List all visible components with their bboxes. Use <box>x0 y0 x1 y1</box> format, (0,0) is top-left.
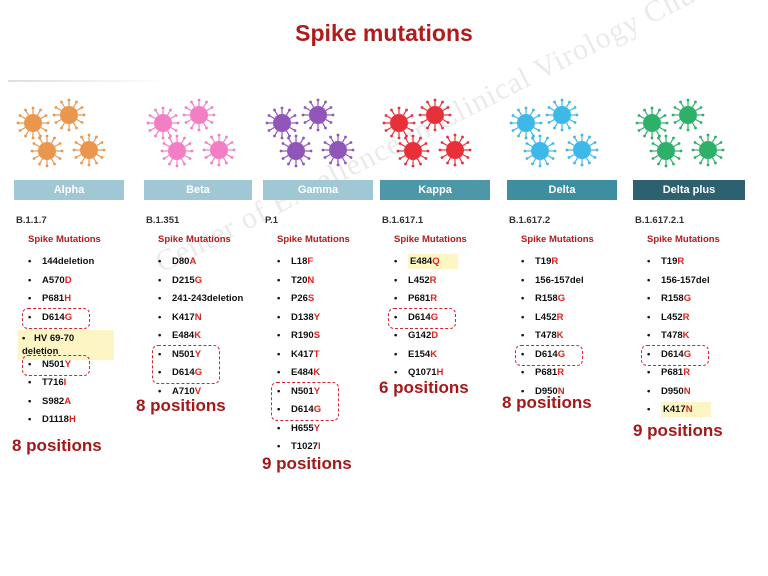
gamma-mutation-4: • D138Y <box>277 311 321 323</box>
gamma-mutation-8: • N501Y <box>277 385 321 397</box>
delta-plus-mutations-header: Spike Mutations <box>647 234 720 245</box>
alpha-d614g-box-1 <box>22 307 90 329</box>
delta-plus-mutation-9: • K417N <box>647 402 711 417</box>
beta-mutation-2: • D215G <box>158 274 203 286</box>
kappa-mutation-4: • D614G <box>394 311 439 323</box>
delta-plus-mutation-2: • 156-157del <box>647 274 710 286</box>
delta-plus-mutation-5: • T478K <box>647 330 690 341</box>
kappa-mutation-2: • L452R <box>394 274 437 286</box>
alpha-mutation-2: • A570D <box>28 274 72 286</box>
delta-plus-lineage: B.1.617.2.1 <box>635 215 685 226</box>
gamma-positions-count: 9 positions <box>262 454 352 473</box>
beta-virus-icon <box>146 98 236 168</box>
beta-mutation-4: • K417N <box>158 311 202 323</box>
kappa-mutation-7: • Q1071H <box>394 367 444 378</box>
delta-plus-positions-count: 9 positions <box>633 421 723 440</box>
alpha-name-bar: Alpha <box>14 180 124 200</box>
kappa-virus-group <box>375 95 491 175</box>
gamma-mutation-5: • R190S <box>277 330 321 341</box>
kappa-mutation-1: • E484Q <box>394 254 458 269</box>
gamma-mutation-6: • K417T <box>277 348 320 360</box>
delta-mutation-7: • P681R <box>521 367 565 378</box>
delta-plus-virus-icon <box>635 98 725 168</box>
gamma-d614g-box-1 <box>271 381 339 421</box>
delta-mutation-4: • L452R <box>521 311 564 323</box>
alpha-mutation-7: • T716I <box>28 377 67 388</box>
alpha-mutation-6: • N501Y <box>28 358 72 370</box>
beta-d614g-box-1 <box>152 344 220 384</box>
kappa-positions-count: 6 positions <box>379 378 469 397</box>
beta-name-bar: Beta <box>144 180 252 200</box>
delta-plus-name-bar: Delta plus <box>633 180 745 200</box>
gamma-mutation-11: • T1027I <box>277 441 321 452</box>
beta-mutations-header: Spike Mutations <box>158 234 231 245</box>
delta-positions-count: 8 positions <box>502 393 592 412</box>
beta-mutation-5: • E484K <box>158 330 202 341</box>
kappa-mutation-3: • P681R <box>394 293 438 304</box>
kappa-virus-icon <box>382 98 472 168</box>
alpha-positions-count: 8 positions <box>12 436 102 455</box>
beta-virus-group <box>139 95 255 175</box>
kappa-lineage: B.1.617.1 <box>382 215 424 226</box>
gamma-mutation-1: • L18F <box>277 256 314 267</box>
beta-mutation-6: • N501Y <box>158 348 202 360</box>
kappa-name-bar: Kappa <box>380 180 490 200</box>
page-title: Spike mutations <box>295 20 473 46</box>
alpha-d614g-box-2 <box>22 354 90 376</box>
alpha-virus-group <box>9 95 125 175</box>
gamma-mutation-2: • T20N <box>277 274 315 286</box>
alpha-mutation-4: • D614G <box>28 311 73 323</box>
delta-mutation-6: • D614G <box>521 348 566 360</box>
beta-mutation-3: • 241-243deletion <box>158 293 244 304</box>
delta-mutation-3: • R158G <box>521 293 566 304</box>
delta-mutation-1: • T19R <box>521 256 559 267</box>
gamma-virus-icon <box>265 98 355 168</box>
delta-plus-virus-group <box>628 95 744 175</box>
beta-mutation-1: • D80A <box>158 256 197 267</box>
beta-mutation-7: • D614G <box>158 367 203 378</box>
delta-plus-d614g-box-1 <box>641 344 709 366</box>
delta-plus-mutation-1: • T19R <box>647 256 685 267</box>
gamma-mutation-9: • D614G <box>277 404 322 415</box>
kappa-mutation-6: • E154K <box>394 348 438 360</box>
delta-plus-mutation-7: • P681R <box>647 367 691 378</box>
alpha-mutation-3: • P681H <box>28 293 72 304</box>
delta-virus-icon <box>509 98 599 168</box>
beta-positions-count: 8 positions <box>136 396 226 415</box>
alpha-virus-icon <box>16 98 106 168</box>
gamma-virus-group <box>258 95 374 175</box>
kappa-mutations-header: Spike Mutations <box>394 234 467 245</box>
delta-plus-mutation-3: • R158G <box>647 293 692 304</box>
alpha-mutation-9: • D1118H <box>28 414 76 425</box>
delta-mutation-2: • 156-157del <box>521 274 584 286</box>
delta-lineage: B.1.617.2 <box>509 215 551 226</box>
gamma-name-bar: Gamma <box>263 180 373 200</box>
delta-plus-mutation-4: • L452R <box>647 311 690 323</box>
beta-mutation-8: • A710V <box>158 385 202 397</box>
delta-plus-mutation-6: • D614G <box>647 348 692 360</box>
gamma-mutation-3: • P26S <box>277 293 315 304</box>
delta-mutation-8: • D950N <box>521 385 565 397</box>
beta-lineage: B.1.351 <box>146 215 180 226</box>
gamma-lineage: P.1 <box>265 215 279 226</box>
gamma-mutations-header: Spike Mutations <box>277 234 350 245</box>
alpha-mutation-1: • 144deletion <box>28 256 95 267</box>
divider <box>8 80 168 82</box>
alpha-mutation-8: • S982A <box>28 395 72 407</box>
gamma-mutation-7: • E484K <box>277 367 321 378</box>
gamma-mutation-10: • H655Y <box>277 422 321 434</box>
alpha-mutations-header: Spike Mutations <box>28 234 101 245</box>
delta-name-bar: Delta <box>507 180 617 200</box>
alpha-lineage: B.1.1.7 <box>16 215 47 226</box>
kappa-d614g-box-1 <box>388 307 456 329</box>
delta-virus-group <box>502 95 618 175</box>
kappa-mutation-5: • G142D <box>394 330 439 341</box>
delta-d614g-box-1 <box>515 344 583 366</box>
delta-mutation-5: • T478K <box>521 330 564 341</box>
delta-mutations-header: Spike Mutations <box>521 234 594 245</box>
delta-plus-mutation-8: • D950N <box>647 385 691 397</box>
